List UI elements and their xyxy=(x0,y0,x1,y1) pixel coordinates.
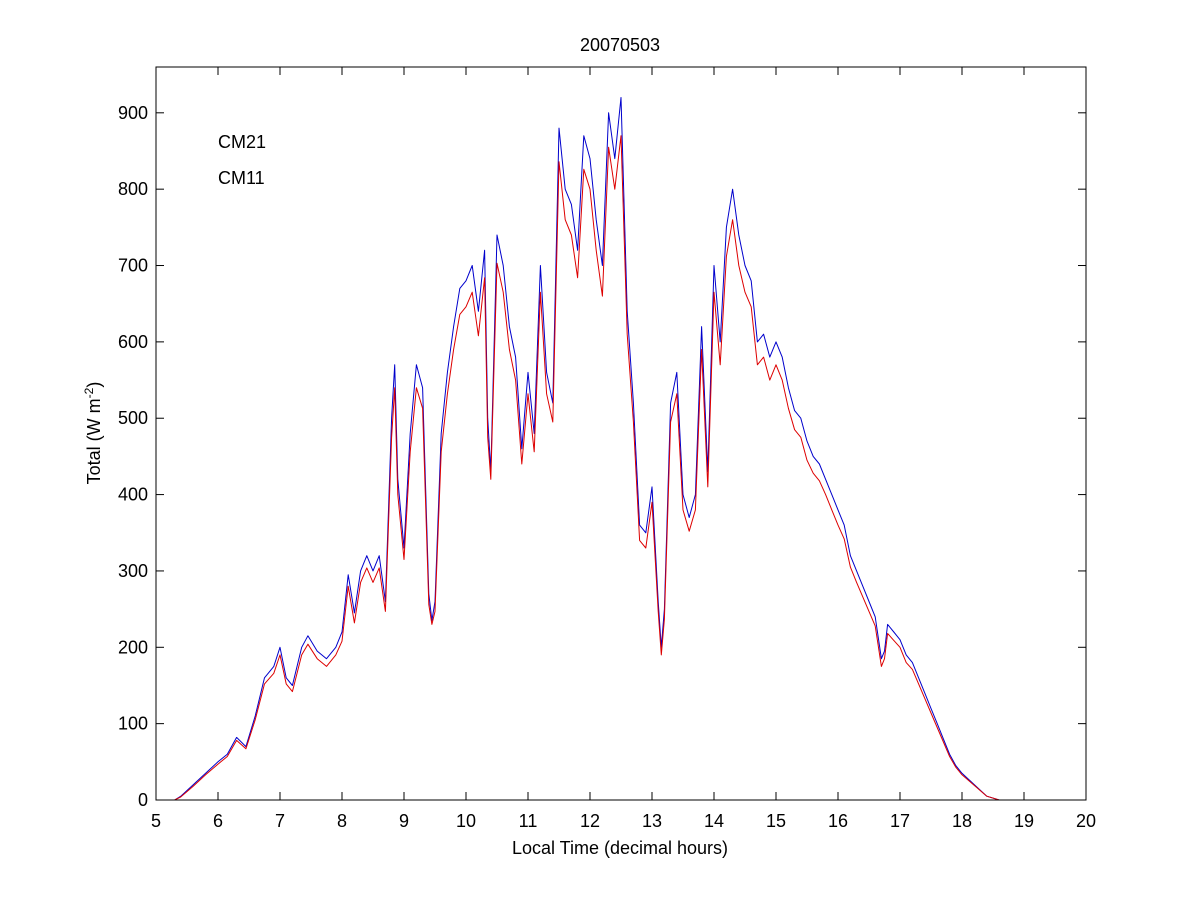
y-tick-label: 400 xyxy=(118,485,148,505)
chart-title: 20070503 xyxy=(580,35,660,55)
x-tick-label: 11 xyxy=(519,811,538,831)
x-tick-label: 13 xyxy=(642,811,662,831)
x-tick-label: 7 xyxy=(275,811,285,831)
x-tick-label: 10 xyxy=(456,811,476,831)
x-tick-label: 14 xyxy=(704,811,724,831)
y-axis-label-suffix: ) xyxy=(84,382,104,388)
x-tick-label: 19 xyxy=(1014,811,1034,831)
x-tick-label: 8 xyxy=(337,811,347,831)
x-tick-label: 16 xyxy=(828,811,848,831)
x-tick-label: 18 xyxy=(952,811,972,831)
y-tick-label: 200 xyxy=(118,637,148,657)
y-tick-label: 500 xyxy=(118,408,148,428)
y-tick-label: 700 xyxy=(118,256,148,276)
series-line-cm21 xyxy=(174,97,1009,801)
legend: CM21 CM11 xyxy=(218,132,266,188)
ticks-layer: 5 6 7 8 9 10 11 12 13 14 15 16 17 18 19 200100200300400… xyxy=(118,67,1096,831)
y-tick-label: 900 xyxy=(118,103,148,123)
x-tick-label: 17 xyxy=(890,811,910,831)
y-axis-label-prefix: Total (W m xyxy=(84,398,104,484)
legend-entry-cm11: CM11 xyxy=(218,168,265,188)
x-tick-label: 20 xyxy=(1076,811,1096,831)
x-tick-label: 12 xyxy=(580,811,600,831)
x-tick-label: 6 xyxy=(213,811,223,831)
y-axis-label: Total (W m-2) xyxy=(82,382,104,485)
x-tick-label: 5 xyxy=(151,811,161,831)
y-axis-label-superscript: -2 xyxy=(82,387,96,398)
y-tick-label: 300 xyxy=(118,561,148,581)
x-tick-label: 9 xyxy=(399,811,409,831)
series-line-cm11 xyxy=(174,135,1009,801)
x-axis-label: Local Time (decimal hours) xyxy=(512,838,728,858)
y-tick-label: 100 xyxy=(118,714,148,734)
plot-frame xyxy=(155,66,1087,801)
y-tick-label: 800 xyxy=(118,179,148,199)
x-tick-label: 15 xyxy=(766,811,786,831)
y-tick-label: 0 xyxy=(138,790,148,810)
y-tick-label: 600 xyxy=(118,332,148,352)
legend-entry-cm21: CM21 xyxy=(218,132,266,152)
series-layer xyxy=(174,97,1009,801)
